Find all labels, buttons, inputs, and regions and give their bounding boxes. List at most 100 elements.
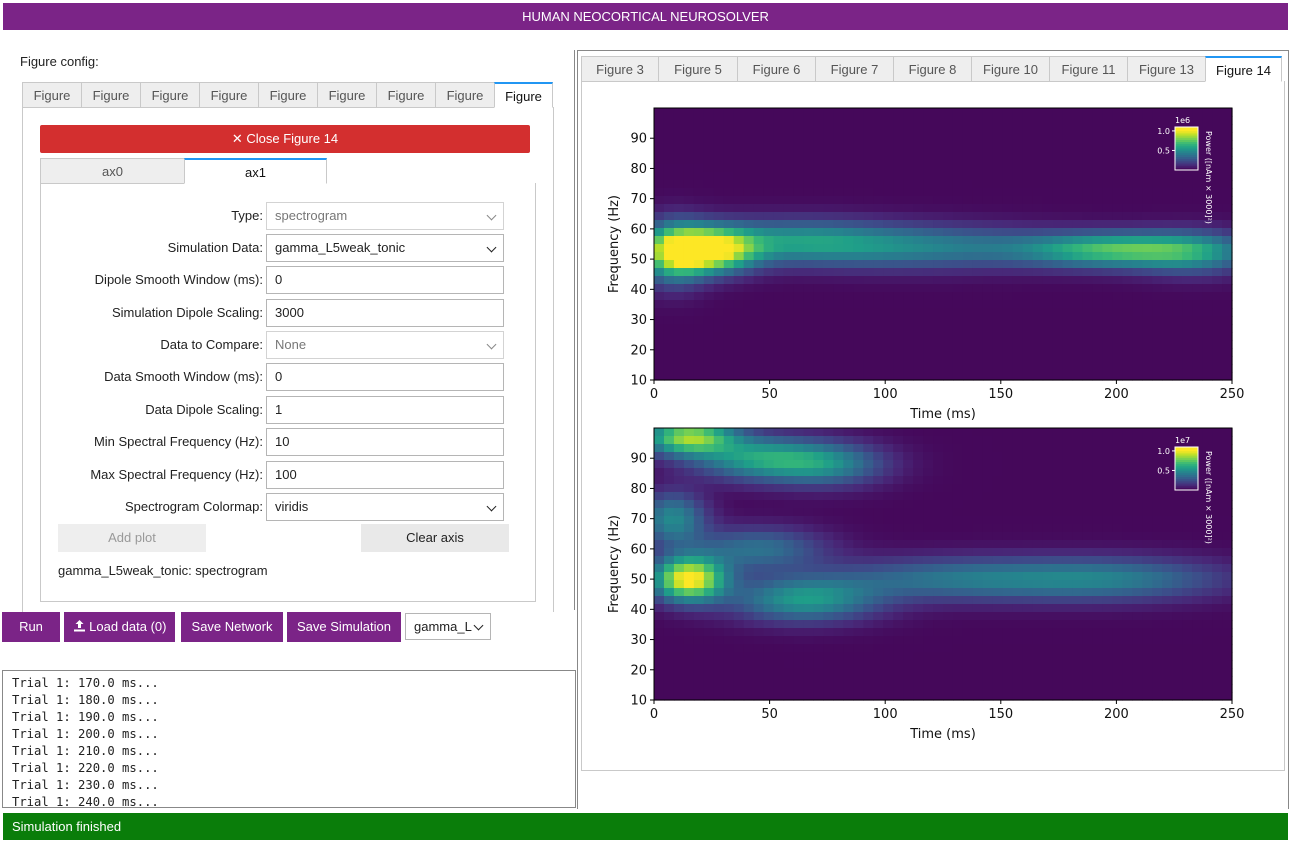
heatmap-cell	[803, 308, 815, 317]
heatmap-cell	[1052, 548, 1064, 557]
figure-config-tab-active[interactable]: Figure	[494, 82, 553, 108]
add-plot-button[interactable]: Add plot	[58, 524, 206, 552]
heatmap-cell	[933, 620, 944, 629]
heatmap-cell	[813, 220, 825, 229]
tab-figure-6[interactable]: Figure 6	[737, 56, 815, 82]
heatmap-cell	[1052, 132, 1064, 141]
heatmap-cell	[753, 476, 765, 485]
simulation-data-select[interactable]: gamma_L5weak_tonic	[266, 234, 504, 262]
dipole-smooth-input[interactable]: 0	[266, 266, 504, 294]
heatmap-cell	[1002, 452, 1014, 461]
tab-figure-7[interactable]: Figure 7	[815, 56, 893, 82]
data-dipole-scaling-input[interactable]: 1	[266, 396, 504, 424]
heatmap-cell	[1202, 364, 1213, 373]
heatmap-cell	[982, 340, 994, 349]
heatmap-cell	[813, 308, 825, 317]
heatmap-cell	[1192, 260, 1203, 269]
heatmap-cell	[853, 108, 864, 117]
axis-tab-ax0[interactable]: ax0	[40, 158, 184, 184]
simulation-log[interactable]: Trial 1: 170.0 ms... Trial 1: 180.0 ms..…	[2, 670, 576, 808]
clear-axis-button[interactable]: Clear axis	[361, 524, 509, 552]
load-data-button[interactable]: Load data (0)	[64, 612, 175, 642]
colorbar-segment	[1175, 152, 1198, 156]
heatmap-cell	[1192, 628, 1203, 637]
heatmap-cell	[1092, 444, 1104, 453]
heatmap-cell	[903, 476, 914, 485]
sim-dipole-scaling-input[interactable]: 3000	[266, 299, 504, 327]
save-network-button[interactable]: Save Network	[181, 612, 283, 642]
heatmap-cell	[1152, 228, 1163, 237]
heatmap-cell	[663, 212, 675, 221]
run-button[interactable]: Run	[2, 612, 60, 642]
figure-config-tab[interactable]: Figure	[258, 82, 317, 108]
heatmap-cell	[833, 532, 844, 541]
type-select[interactable]: spectrogram	[266, 202, 504, 230]
heatmap-cell	[823, 300, 834, 309]
heatmap-cell	[673, 540, 685, 549]
heatmap-cell	[863, 316, 874, 325]
tab-figure-11[interactable]: Figure 11	[1049, 56, 1127, 82]
heatmap-cell	[1122, 356, 1133, 365]
figure-config-tab[interactable]: Figure	[199, 82, 258, 108]
heatmap-cell	[933, 532, 944, 541]
heatmap-cell	[763, 524, 775, 533]
heatmap-cell	[1192, 364, 1203, 373]
heatmap-cell	[743, 644, 755, 653]
tab-figure-13[interactable]: Figure 13	[1127, 56, 1205, 82]
figure-config-tab[interactable]: Figure	[435, 82, 494, 108]
heatmap-cell	[813, 548, 825, 557]
save-simulation-button[interactable]: Save Simulation	[287, 612, 401, 642]
heatmap-cell	[1002, 284, 1014, 293]
figure-config-tab[interactable]: Figure	[81, 82, 140, 108]
heatmap-cell	[753, 268, 765, 277]
heatmap-cell	[1132, 460, 1143, 469]
heatmap-cell	[1132, 316, 1143, 325]
figure-config-tab[interactable]: Figure	[22, 82, 81, 108]
heatmap-cell	[933, 340, 944, 349]
heatmap-cell	[833, 540, 844, 549]
heatmap-cell	[913, 364, 924, 373]
heatmap-cell	[1082, 140, 1094, 149]
heatmap-cell	[992, 564, 1004, 573]
tab-figure-10[interactable]: Figure 10	[971, 56, 1049, 82]
heatmap-cell	[843, 348, 854, 357]
tab-figure-14[interactable]: Figure 14	[1205, 56, 1282, 82]
colormap-select[interactable]: viridis	[266, 493, 504, 521]
heatmap-cell	[1172, 236, 1183, 245]
tab-figure-3[interactable]: Figure 3	[581, 56, 658, 82]
heatmap-cell	[913, 620, 924, 629]
data-smooth-input[interactable]: 0	[266, 363, 504, 391]
heatmap-cell	[843, 260, 854, 269]
heatmap-cell	[883, 292, 894, 301]
heatmap-cell	[673, 460, 685, 469]
figure-config-tab[interactable]: Figure	[317, 82, 376, 108]
heatmap-cell	[1212, 516, 1223, 525]
figure-config-tab[interactable]: Figure	[376, 82, 435, 108]
heatmap-cell	[893, 476, 904, 485]
heatmap-cell	[663, 308, 675, 317]
heatmap-cell	[1012, 452, 1024, 461]
tab-figure-8[interactable]: Figure 8	[893, 56, 971, 82]
data-compare-select[interactable]: None	[266, 331, 504, 359]
heatmap-cell	[833, 276, 844, 285]
max-freq-input[interactable]: 100	[266, 461, 504, 489]
heatmap-cell	[1152, 204, 1163, 213]
figure-config-tab[interactable]: Figure	[140, 82, 199, 108]
heatmap-cell	[863, 372, 874, 381]
heatmap-cell	[683, 484, 695, 493]
heatmap-cell	[1142, 500, 1153, 509]
heatmap-cell	[903, 604, 914, 613]
heatmap-cell	[743, 676, 755, 685]
axis-tab-ax1[interactable]: ax1	[184, 158, 327, 184]
heatmap-cell	[793, 444, 805, 453]
simulation-select[interactable]: gamma_L	[405, 613, 491, 640]
min-freq-input[interactable]: 10	[266, 428, 504, 456]
min-freq-row: Min Spectral Frequency (Hz): 10	[41, 428, 521, 456]
heatmap-cell	[843, 188, 854, 197]
heatmap-cell	[982, 676, 994, 685]
tab-figure-5[interactable]: Figure 5	[658, 56, 737, 82]
heatmap-cell	[952, 524, 964, 533]
heatmap-cell	[773, 196, 785, 205]
heatmap-cell	[1052, 644, 1064, 653]
close-figure-button[interactable]: ✕ Close Figure 14	[40, 125, 530, 153]
